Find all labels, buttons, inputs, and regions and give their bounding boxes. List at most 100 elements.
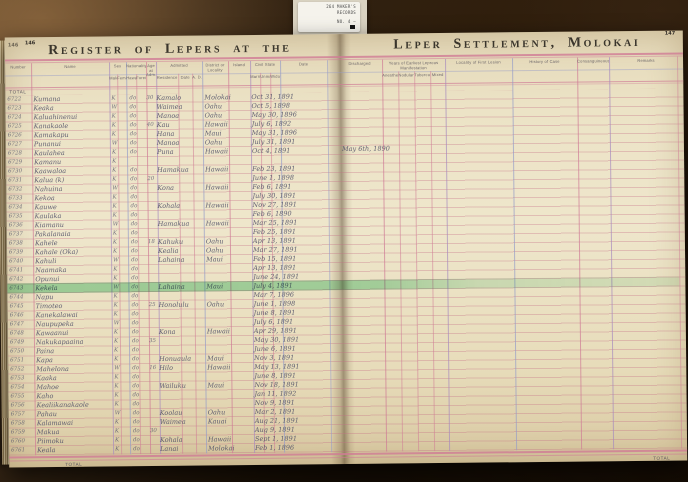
entry-date: Feb 23, 1891 [252, 164, 296, 173]
entry-name: Kawaanui [35, 328, 69, 337]
entry-residence: Kona [158, 327, 176, 336]
entry-number: 6747 [9, 320, 24, 328]
entry-ditto-mark: do [132, 355, 140, 362]
entry-number: 6737 [8, 230, 23, 238]
entry-number: 6730 [8, 167, 23, 175]
column-subheader: Foreigner [136, 76, 147, 81]
entry-residence: Kohala [157, 201, 181, 210]
entry-sex-mark: K [114, 418, 119, 425]
entry-sex-mark: K [113, 292, 118, 299]
entry-sex-mark: K [114, 373, 119, 380]
entry-sex-mark: W [114, 364, 120, 371]
entry-sex-mark: W [114, 409, 121, 416]
flag-label-mark [350, 25, 355, 29]
entry-date: July 31, 1891 [251, 137, 296, 146]
column-header: Number [10, 65, 26, 70]
entry-sex-mark: K [111, 112, 116, 119]
entry-age: 30 [149, 427, 157, 434]
entry-date: Mar 2, 1891 [254, 407, 296, 416]
entry-date: Nov 18, 1891 [254, 380, 299, 389]
entry-residence: Lahaina [158, 255, 185, 264]
entry-ditto-mark: do [130, 175, 138, 182]
entry-sex-mark: K [114, 427, 120, 434]
entry-date: Sept 1, 1891 [254, 434, 297, 443]
entry-sex-mark: K [114, 436, 120, 443]
entry-sex-mark: W [112, 220, 119, 227]
entry-name: Opunui [35, 274, 60, 283]
entry-date: June 8, 1891 [254, 371, 297, 380]
entry-residence: Kona [157, 183, 175, 192]
entry-ditto-mark: do [132, 391, 140, 398]
entry-date: July 6, 1892 [251, 119, 292, 128]
entry-date: May 30, 1896 [251, 110, 297, 119]
entry-age: 35 [148, 337, 156, 344]
entry-sex-mark: K [114, 391, 119, 398]
right-page-number: 147 [664, 30, 676, 37]
column-subheader: Female [117, 76, 127, 81]
entry-sex-mark: W [111, 103, 118, 110]
entry-name: Kahele [34, 238, 58, 247]
entry-island: Maui [204, 128, 222, 137]
total-label-top: TOTAL [9, 89, 27, 95]
entry-name: Mahelona [36, 364, 69, 373]
entry-ditto-mark: do [132, 436, 140, 443]
entry-residence: Manoa [156, 138, 180, 147]
entry-name: Kahale (Oka) [34, 247, 79, 256]
entry-sex-mark: K [112, 247, 118, 254]
entry-residence: Kau [156, 120, 170, 129]
entry-number: 6722 [7, 95, 22, 103]
entry-sex-mark: K [114, 400, 119, 407]
column-header: Consanguineous [577, 59, 610, 64]
entry-sex-mark: K [113, 337, 119, 344]
entry-date: June 1, 1898 [252, 173, 294, 182]
entry-residence: Puna [156, 147, 174, 156]
entry-ditto-mark: do [131, 310, 139, 317]
entry-sex-mark: K [111, 121, 116, 128]
entry-number: 6731 [8, 176, 23, 184]
entry-ditto-mark: do [131, 301, 139, 308]
entry-island: Molokai [204, 92, 231, 101]
entry-date: Feb 15, 1891 [253, 254, 297, 263]
column-header: District or Locality [205, 63, 225, 72]
entry-name: Napu [35, 292, 54, 301]
entry-island: Hawaii [206, 326, 231, 335]
entry-ditto-mark: do [130, 193, 138, 200]
entry-date: May 30, 1891 [253, 334, 300, 344]
entry-name: Kekoa [34, 193, 55, 202]
entry-name: Nakukapaaina [35, 337, 84, 346]
entry-name: Makua [36, 427, 60, 436]
column-subheader: Unmarried [260, 74, 271, 79]
entry-number: 6751 [10, 356, 25, 364]
entry-name: Naamaka [35, 265, 67, 274]
column-subheader: Nodular [398, 73, 414, 78]
entry-island: Maui [206, 254, 223, 263]
entry-date: Oct 31, 1891 [251, 92, 295, 101]
entry-name: Nahuina [34, 184, 63, 193]
entry-name: Kahuli [35, 256, 57, 265]
column-header: Sex [113, 64, 122, 69]
entry-residence: Honolulu [158, 300, 189, 309]
entry-island: Oahu [204, 137, 223, 146]
entry-date: Feb 6, 1891 [252, 182, 292, 191]
entry-name: Kamakapu [33, 130, 69, 139]
entry-name: Kamanu [34, 157, 62, 166]
flag-label: 264 MAKER'S RECORDS NO. 4 — [298, 2, 360, 32]
entry-ditto-mark: do [132, 400, 140, 407]
entry-date: May 31, 1896 [251, 128, 298, 137]
entry-number: 6729 [8, 158, 23, 166]
entry-sex-mark: W [113, 256, 119, 263]
entry-name: Pahau [36, 409, 57, 418]
entry-island: Oahu [206, 299, 225, 308]
column-header: Island [233, 62, 246, 68]
entry-date: Apr 13, 1891 [253, 263, 297, 272]
entry-date: Jan 11, 1892 [254, 389, 297, 398]
entry-residence: Wailuku [159, 381, 186, 390]
entry-name: Keaka [33, 103, 54, 112]
entry-number: 6744 [9, 293, 24, 301]
entry-number: 6748 [9, 329, 24, 337]
column-header: Years of Earliest Leprous Manifestation [388, 60, 439, 70]
entry-name: Kapa [36, 355, 53, 364]
entry-number: 6753 [10, 374, 25, 382]
entry-residence: Kealia [157, 246, 179, 255]
column-header: Admitted [170, 63, 188, 68]
